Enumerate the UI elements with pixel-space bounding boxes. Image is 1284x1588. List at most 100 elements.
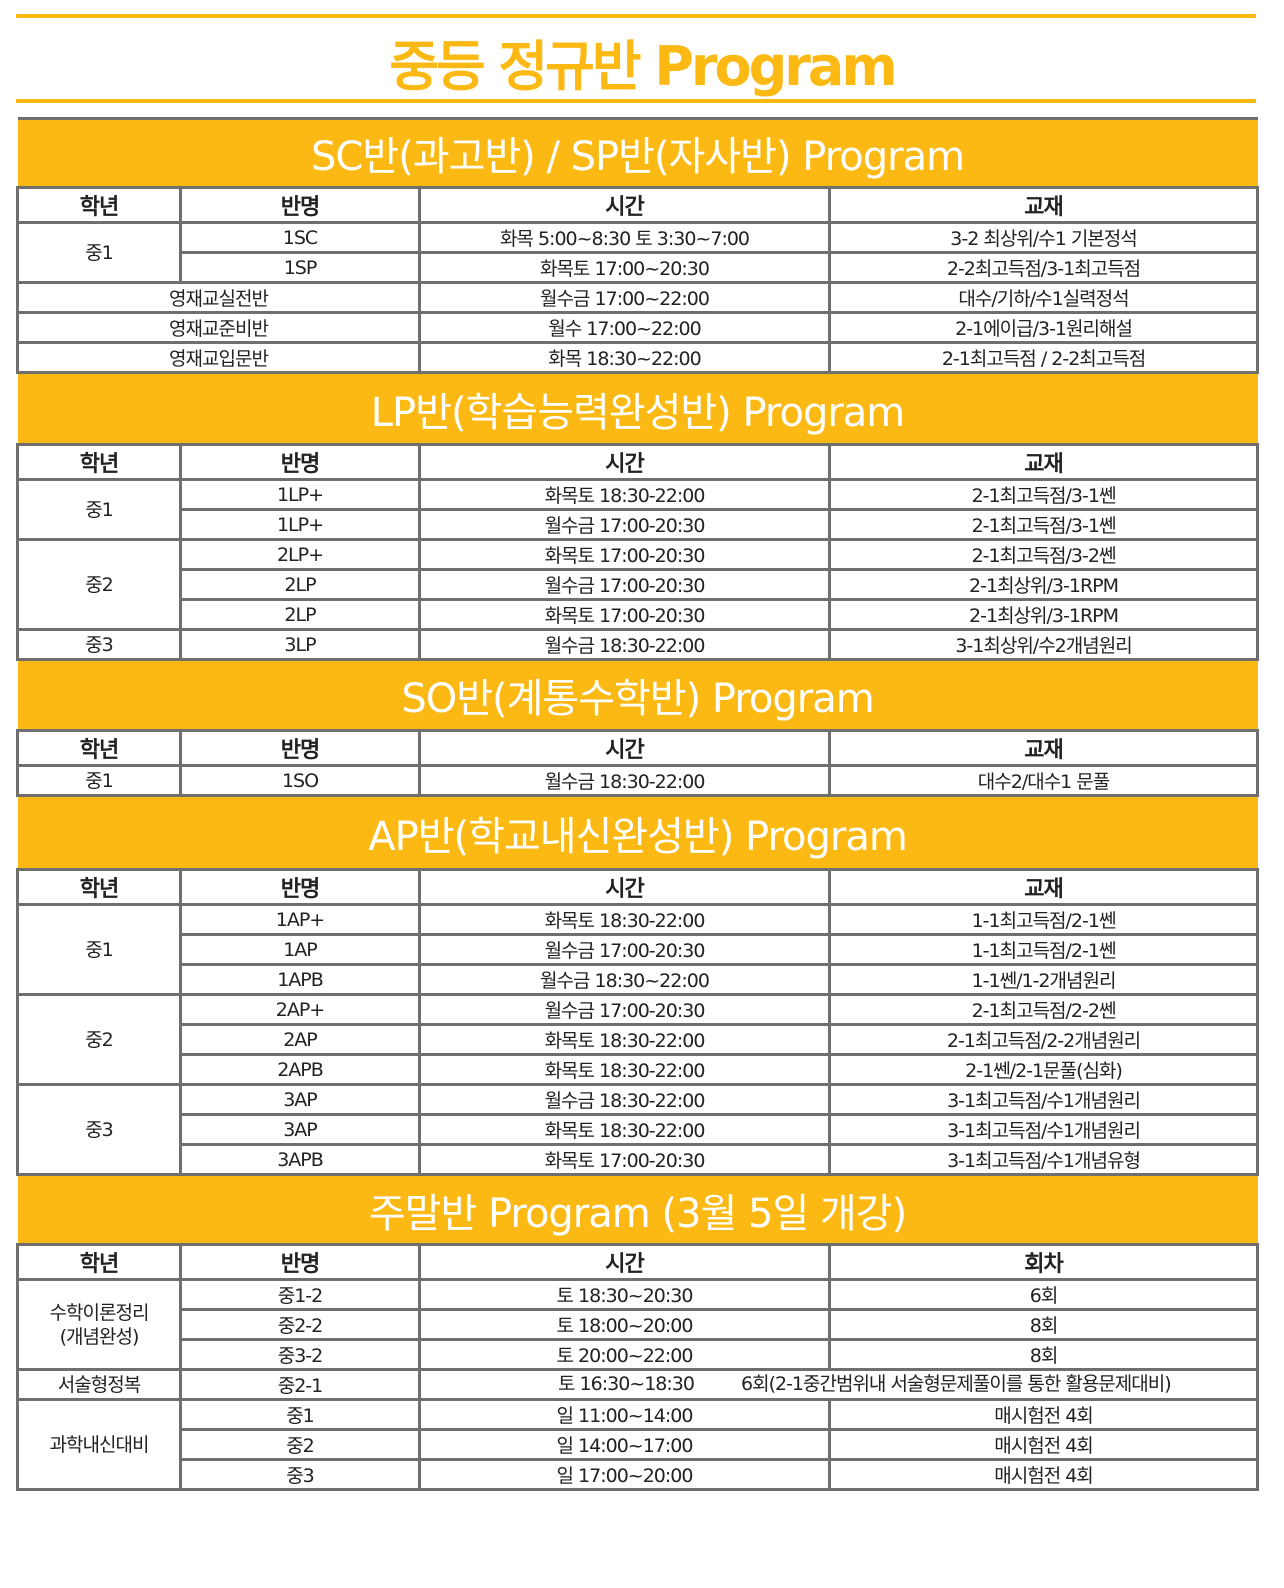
- textbook-cell: 대수2/대수1 문풀: [827, 764, 1260, 797]
- time-cell: 화목토 17:00~20:30: [418, 251, 831, 284]
- textbook-cell: 8회: [827, 1338, 1260, 1371]
- class-name-cell: 2LP+: [179, 538, 421, 571]
- column-header: 교재: [827, 186, 1260, 224]
- grade-cell: 중2: [16, 538, 182, 631]
- textbook-cell: 3-1최고득점/수1개념원리: [827, 1113, 1260, 1146]
- table-row: 3APB 화목토 17:00-20:30 3-1최고득점/수1개념유형: [18, 1143, 1260, 1176]
- section-header-row: LP반(학습능력완성반) Program: [17, 371, 1258, 446]
- grade-cell: 중1: [16, 221, 182, 284]
- class-name-cell: 중2: [179, 1428, 421, 1461]
- time-cell: 월수금 17:00-20:30: [418, 993, 831, 1026]
- grade-cell: 중1: [16, 478, 182, 541]
- column-header: 시간: [418, 729, 831, 767]
- table-row: 중3 일 17:00~20:00 매시험전 4회: [18, 1458, 1260, 1491]
- column-header: 시간: [418, 186, 831, 224]
- textbook-cell: 2-1최고득점/2-2쎈: [827, 993, 1260, 1026]
- column-header: 학년: [16, 1243, 182, 1281]
- class-name-cell: 중1-2: [179, 1278, 421, 1311]
- time-cell: 토 20:00~22:00: [418, 1338, 831, 1371]
- class-name-cell: 3LP: [179, 628, 421, 661]
- time-cell: 화목토 18:30-22:00: [418, 478, 831, 511]
- section-header-row: SO반(계통수학반) Program: [17, 658, 1258, 732]
- class-name-cell: 1APB: [179, 963, 421, 996]
- table-row: 중1 1LP+ 화목토 18:30-22:00 2-1최고득점/3-1쎈: [16, 478, 1260, 541]
- textbook-cell: 6회: [827, 1278, 1260, 1311]
- table-row: 영재교실전반 월수금 17:00~22:00 대수/기하/수1실력정석: [16, 281, 1260, 314]
- time-cell: 화목토 18:30-22:00: [418, 903, 831, 936]
- textbook-cell: 2-1에이급/3-1원리해설: [827, 311, 1260, 344]
- column-header: 교재: [827, 443, 1260, 481]
- class-name-cell: 1AP: [179, 933, 421, 966]
- program-table: SC반(과고반) / SP반(자사반) Program 학년 반명 시간 교재 중1 1SC…: [16, 117, 1260, 1491]
- class-name-cell: 중1: [179, 1398, 421, 1431]
- column-header: 학년: [16, 729, 182, 767]
- class-name-cell: 3APB: [179, 1143, 421, 1176]
- column-header: 반명: [179, 186, 421, 224]
- table-row: 중2 2LP+ 화목토 17:00-20:30 2-1최고득점/3-2쎈: [16, 538, 1260, 631]
- table-row: 3AP 화목토 18:30-22:00 3-1최고득점/수1개념원리: [18, 1113, 1260, 1146]
- column-header-row: 학년 반명 시간 회차: [16, 1243, 1260, 1281]
- time-cell: 토 18:00~20:00: [418, 1308, 831, 1341]
- textbook-cell: 매시험전 4회: [827, 1428, 1260, 1461]
- table-row: 1SP 화목토 17:00~20:30 2-2최고득점/3-1최고득점: [18, 251, 1260, 284]
- class-name-cell: 1LP+: [179, 508, 421, 541]
- column-header: 시간: [418, 1243, 831, 1281]
- sessions-cell: 6회(2-1중간범위내 서술형문제풀이를 통한 활용문제대비): [741, 1373, 1172, 1395]
- table-row: 중3-2 토 20:00~22:00 8회: [18, 1338, 1260, 1371]
- column-header: 회차: [827, 1243, 1260, 1281]
- class-name-cell: 1SO: [179, 764, 421, 797]
- table-row: 서술형정복 중2-1 토 16:30~18:30 6회(2-1중간범위내 서술형문제풀…: [16, 1368, 1260, 1401]
- grade-cell: 중2: [16, 993, 182, 1086]
- textbook-cell: 2-2최고득점/3-1최고득점: [827, 251, 1260, 284]
- textbook-cell: 3-1최고득점/수1개념원리: [827, 1083, 1260, 1116]
- time-cell: 화목토 17:00-20:30: [418, 538, 831, 571]
- column-header: 시간: [418, 868, 831, 906]
- time-cell: 월수금 18:30-22:00: [418, 764, 831, 797]
- class-name-cell: 1SC: [179, 221, 421, 254]
- textbook-cell: 대수/기하/수1실력정석: [827, 281, 1260, 314]
- textbook-cell: 2-1최고득점/3-1쎈: [827, 508, 1260, 541]
- time-cell: 화목토 17:00-20:30: [418, 598, 831, 631]
- table-row: 2APB 화목토 18:30-22:00 2-1쎈/2-1문풀(심화): [18, 1053, 1260, 1086]
- table-row: 중2 2AP+ 월수금 17:00-20:30 2-1최고득점/2-2쎈: [16, 993, 1260, 1086]
- textbook-cell: 2-1최고득점/2-2개념원리: [827, 1023, 1260, 1056]
- class-name-cell: 1LP+: [179, 478, 421, 511]
- section-title: LP반(학습능력완성반) Program: [17, 371, 1258, 446]
- textbook-cell: 매시험전 4회: [827, 1398, 1260, 1431]
- grade-cell: 과학내신대비: [16, 1398, 182, 1491]
- textbook-cell: 2-1최고득점/3-1쎈: [827, 478, 1260, 511]
- time-cell: 일 14:00~17:00: [418, 1428, 831, 1461]
- class-name-cell: 영재교입문반: [16, 341, 421, 374]
- class-name-cell: 1SP: [179, 251, 421, 284]
- table-row: 중1 1AP+ 화목토 18:30-22:00 1-1최고득점/2-1쎈: [16, 903, 1260, 996]
- section-header-row: AP반(학교내신완성반) Program: [17, 794, 1258, 871]
- table-row: 영재교입문반 화목 18:30~22:00 2-1최고득점 / 2-2최고득점: [16, 341, 1260, 374]
- textbook-cell: 2-1최상위/3-1RPM: [827, 598, 1260, 631]
- column-header-row: 학년 반명 시간 교재: [16, 186, 1260, 224]
- table-row: 1LP+ 월수금 17:00-20:30 2-1최고득점/3-1쎈: [18, 508, 1260, 541]
- column-header: 교재: [827, 729, 1260, 767]
- table-row: 중2-2 토 18:00~20:00 8회: [18, 1308, 1260, 1341]
- column-header: 교재: [827, 868, 1260, 906]
- time-cell: 토 16:30~18:30: [558, 1373, 695, 1395]
- time-cell: 화목 5:00~8:30 토 3:30~7:00: [418, 221, 831, 254]
- table-row: 중3 3LP 월수금 18:30-22:00 3-1최상위/수2개념원리: [16, 628, 1260, 661]
- column-header: 학년: [16, 186, 182, 224]
- section-title: AP반(학교내신완성반) Program: [17, 794, 1258, 871]
- time-cell: 월수금 18:30-22:00: [418, 628, 831, 661]
- time-cell: 월수금 18:30~22:00: [418, 963, 831, 996]
- section-header-row: 주말반 Program (3월 5일 개강): [17, 1173, 1258, 1246]
- grade-cell: 중1: [16, 764, 182, 797]
- time-cell: 화목토 18:30-22:00: [418, 1113, 831, 1146]
- textbook-cell: 2-1최상위/3-1RPM: [827, 568, 1260, 601]
- column-header-row: 학년 반명 시간 교재: [16, 443, 1260, 481]
- class-name-cell: 2APB: [179, 1053, 421, 1086]
- column-header: 반명: [179, 729, 421, 767]
- class-name-cell: 2AP+: [179, 993, 421, 1026]
- section-header-row: SC반(과고반) / SP반(자사반) Program: [17, 117, 1258, 189]
- table-row: 수학이론정리 (개념완성) 중1-2 토 18:30~20:30 6회: [16, 1278, 1260, 1371]
- time-cell: 화목토 17:00-20:30: [418, 1143, 831, 1176]
- class-name-cell: 1AP+: [179, 903, 421, 936]
- textbook-cell: 2-1쎈/2-1문풀(심화): [827, 1053, 1260, 1086]
- table-row: 영재교준비반 월수 17:00~22:00 2-1에이급/3-1원리해설: [16, 311, 1260, 344]
